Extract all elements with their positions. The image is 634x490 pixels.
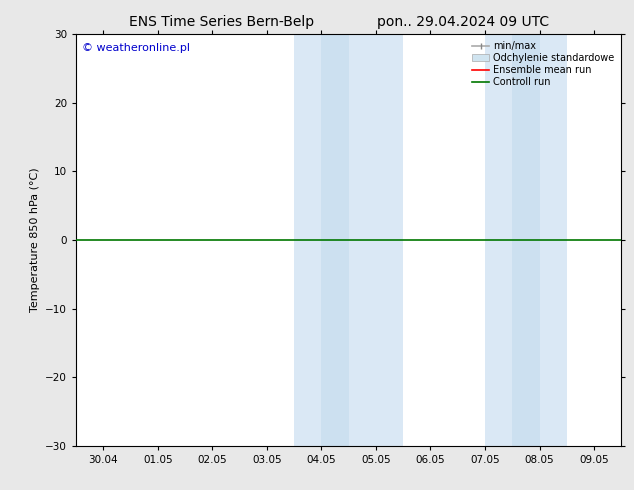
Bar xyxy=(540,34,567,446)
Legend: min/max, Odchylenie standardowe, Ensemble mean run, Controll run: min/max, Odchylenie standardowe, Ensembl… xyxy=(470,39,616,89)
Text: © weatheronline.pl: © weatheronline.pl xyxy=(82,43,190,52)
Bar xyxy=(349,34,403,446)
Text: ENS Time Series Bern-Belp: ENS Time Series Bern-Belp xyxy=(129,15,314,29)
Bar xyxy=(321,34,349,446)
Bar xyxy=(485,34,512,446)
Bar xyxy=(512,34,540,446)
Text: pon.. 29.04.2024 09 UTC: pon.. 29.04.2024 09 UTC xyxy=(377,15,549,29)
Y-axis label: Temperature 850 hPa (°C): Temperature 850 hPa (°C) xyxy=(30,168,39,313)
Bar xyxy=(294,34,321,446)
